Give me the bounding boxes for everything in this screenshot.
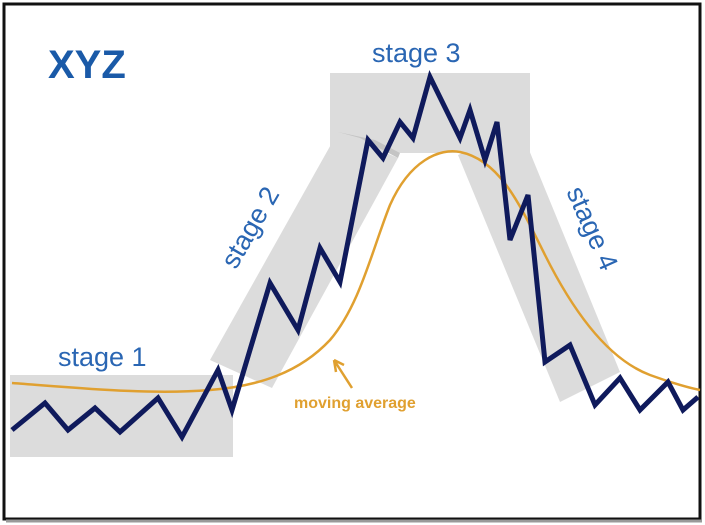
annotation-arrow: [332, 358, 354, 389]
zone-overlap: [338, 132, 400, 158]
stage-1-zone: [10, 375, 233, 457]
title: XYZ: [48, 43, 126, 87]
stage-4-zone: [458, 128, 620, 402]
price-line: [10, 70, 700, 443]
stage-label: stage 1: [58, 342, 147, 372]
annotation: moving average: [294, 395, 416, 412]
stage-label: stage 3: [372, 38, 461, 68]
